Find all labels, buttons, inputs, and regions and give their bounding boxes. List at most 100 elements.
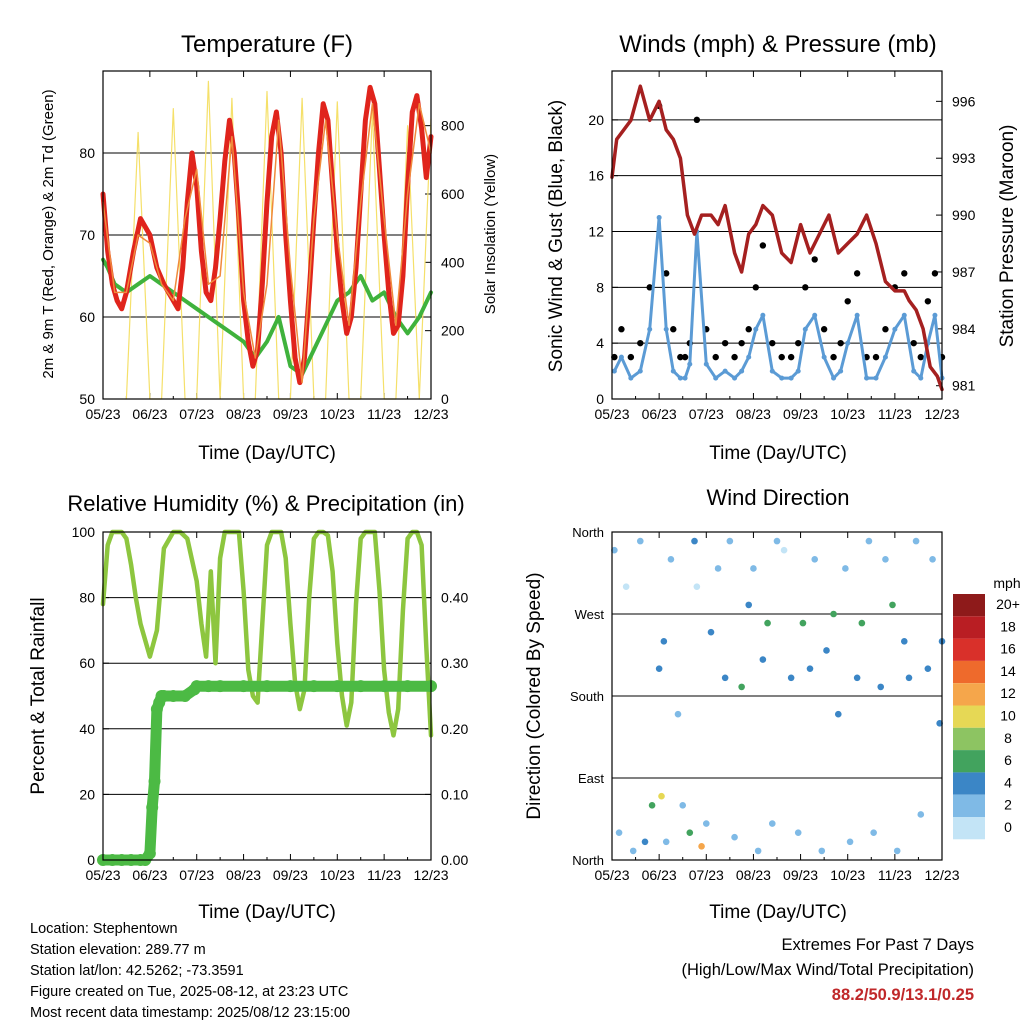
temp-x-tick-label: 06/23	[132, 406, 167, 422]
precipitation-point	[146, 801, 159, 814]
gust-point	[731, 353, 738, 361]
temperature-panel: Temperature (F) Time (Day/UTC) 2m & 9m T…	[40, 31, 499, 464]
precipitation-point	[148, 775, 161, 788]
rh-x-tick-label: 12/23	[413, 867, 448, 883]
gust-point	[901, 270, 908, 277]
wind-direction-point	[787, 674, 795, 682]
wind-direction-point	[655, 665, 663, 672]
precipitation-point	[331, 680, 344, 693]
wind-direction-point	[662, 838, 670, 846]
wind-direction-y-label: Direction (Colored By Speed)	[524, 572, 545, 819]
wind-direction-point	[707, 628, 715, 636]
temp-right-tick-label: 600	[441, 186, 465, 202]
colorbar-label: 12	[1000, 685, 1016, 701]
precipitation-point	[261, 680, 273, 693]
colorbar-swatch	[953, 594, 985, 617]
temp-y-tick-label: 60	[79, 309, 95, 325]
precipitation-point	[179, 690, 191, 702]
wind-direction-point	[702, 820, 710, 827]
winds-x-tick-label: 07/23	[689, 406, 724, 422]
temp-x-tick-label: 08/23	[226, 406, 261, 422]
gust-point	[759, 242, 767, 249]
colorbar-swatch	[953, 638, 985, 661]
gust-point	[646, 284, 653, 291]
gust-point	[837, 339, 844, 347]
humidity-title: Relative Humidity (%) & Precipitation (i…	[67, 491, 464, 516]
wind-direction-point	[834, 710, 842, 718]
wind-direction-point	[611, 546, 618, 554]
wdir-x-tick-label: 09/23	[783, 867, 818, 883]
winds-y-tick-label: 12	[588, 224, 604, 240]
winds-x-tick-label: 08/23	[736, 406, 771, 422]
rh-right-tick-label: 0.00	[441, 852, 468, 868]
wind-direction-point	[726, 537, 734, 545]
winds-x-tick-label: 06/23	[642, 406, 677, 422]
wind-direction-point	[936, 720, 943, 727]
gust-point	[882, 326, 889, 333]
gust-point	[787, 353, 795, 361]
wind-direction-point	[870, 829, 877, 836]
wind-direction-point	[773, 537, 781, 545]
rh-right-tick-label: 0.40	[441, 590, 468, 606]
wind-speed-point	[795, 368, 801, 374]
wind-speed-point	[918, 375, 924, 381]
wind-direction-point	[853, 674, 861, 682]
station-info: Location: Stephentown Station elevation:…	[30, 919, 350, 1024]
temp-x-tick-label: 09/23	[273, 406, 308, 422]
wind-direction-point	[636, 537, 644, 545]
wind-direction-point	[858, 619, 866, 627]
winds-right-tick-label: 987	[952, 264, 976, 280]
wind-direction-point	[882, 556, 889, 563]
wind-speed-point	[882, 354, 888, 360]
wind-direction-panel: Wind Direction Time (Day/UTC) Direction …	[524, 485, 1021, 923]
precipitation-point	[190, 680, 203, 693]
wdir-x-tick-label: 07/23	[689, 867, 724, 883]
wind-speed-point	[687, 361, 693, 367]
wdir-y-tick-label: East	[578, 771, 604, 786]
gust-point	[778, 353, 785, 361]
temperature-y-label: 2m & 9m T (Red, Orange) & 2m Td (Green)	[40, 89, 57, 378]
winds-y-label-right: Station Pressure (Maroon)	[997, 125, 1018, 348]
wind-direction-point	[750, 565, 757, 572]
wind-speed-point	[838, 368, 844, 374]
wind-direction-point	[905, 674, 913, 682]
wind-direction-point	[615, 829, 623, 836]
gust-point	[627, 353, 635, 361]
wind-direction-point	[842, 565, 849, 572]
winds-x-tick-label: 05/23	[594, 406, 629, 422]
wind-speed-point	[873, 375, 879, 381]
wind-direction-point	[917, 811, 925, 818]
colorbar-swatch	[953, 616, 985, 639]
gust-point	[795, 339, 802, 347]
wind-direction-point	[648, 802, 656, 809]
wind-speed-point	[812, 312, 818, 318]
wind-speed-point	[892, 326, 898, 332]
wind-direction-point	[745, 601, 753, 609]
colorbar-label: 16	[1000, 641, 1016, 657]
gust-point	[811, 256, 818, 263]
wind-direction-point	[846, 838, 854, 846]
colorbar-swatch	[953, 750, 985, 773]
gust-point	[670, 326, 677, 333]
winds-x-tick-label: 12/23	[924, 406, 959, 422]
temp-right-tick-label: 800	[441, 118, 465, 134]
gust-point	[637, 339, 644, 347]
temp-x-tick-label: 12/23	[413, 406, 448, 422]
humidity-y-label: Percent & Total Rainfall	[28, 597, 49, 794]
colorbar-swatch	[953, 727, 985, 751]
precipitation-point	[378, 680, 391, 693]
wind-direction-point	[823, 647, 830, 654]
wind-speed-point	[864, 375, 870, 381]
winds-title: Winds (mph) & Pressure (mb)	[619, 31, 936, 58]
station-elevation: Station elevation: 289.77 m	[30, 942, 206, 958]
gust-point	[677, 353, 684, 361]
wdir-y-tick-label: South	[570, 689, 604, 704]
temp-right-tick-label: 400	[441, 254, 465, 270]
gust-point	[712, 353, 719, 361]
winds-right-tick-label: 993	[952, 150, 976, 166]
winds-y-label: Sonic Wind & Gust (Blue, Black)	[546, 100, 567, 372]
wdir-x-tick-label: 08/23	[736, 867, 771, 883]
figure-created: Figure created on Tue, 2025-08-12, at 23…	[30, 984, 349, 1000]
wind-speed-point	[682, 375, 688, 381]
temperature-9m-line	[102, 103, 432, 384]
